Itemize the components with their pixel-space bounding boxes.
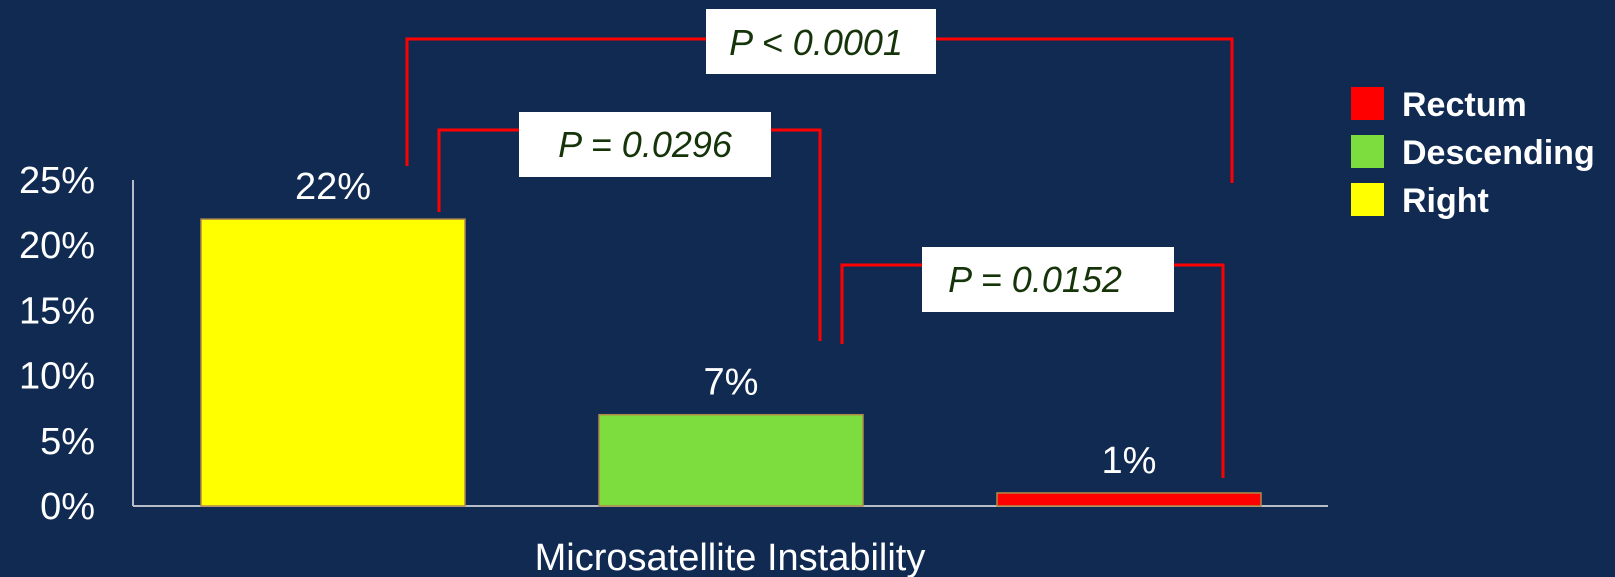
legend-swatch-descending bbox=[1351, 135, 1384, 168]
legend: Rectum Descending Right bbox=[1351, 86, 1595, 220]
data-label-right: 22% bbox=[295, 166, 371, 208]
y-tick-label: 10% bbox=[19, 356, 95, 398]
y-tick-label: 0% bbox=[40, 486, 95, 528]
data-label-rectum: 1% bbox=[1102, 440, 1157, 482]
bar-rectum bbox=[996, 492, 1262, 507]
bar-descending bbox=[598, 413, 864, 507]
bars bbox=[200, 218, 1262, 507]
y-tick-labels: 0% 5% 10% 15% 20% 25% bbox=[19, 160, 95, 528]
y-tick-label: 15% bbox=[19, 290, 95, 332]
x-axis-label: Microsatellite Instability bbox=[535, 537, 926, 577]
p-value-label: P < 0.0001 bbox=[729, 22, 903, 63]
y-tick-label: 25% bbox=[19, 160, 95, 202]
legend-label-descending: Descending bbox=[1402, 134, 1595, 172]
p-value-box bbox=[922, 247, 1174, 312]
legend-label-right: Right bbox=[1402, 182, 1489, 220]
p-value-label: P = 0.0296 bbox=[558, 124, 733, 165]
legend-swatch-right bbox=[1351, 183, 1384, 216]
legend-swatch-rectum bbox=[1351, 87, 1384, 120]
legend-label-rectum: Rectum bbox=[1402, 86, 1527, 124]
data-label-descending: 7% bbox=[704, 362, 759, 404]
y-tick-label: 20% bbox=[19, 225, 95, 267]
significance-brackets: P < 0.0001 P = 0.0296 P = 0.0152 bbox=[405, 9, 1234, 478]
p-value-label: P = 0.0152 bbox=[948, 259, 1122, 300]
p-value-box bbox=[519, 112, 771, 177]
y-tick-label: 5% bbox=[40, 421, 95, 463]
p-value-box bbox=[706, 9, 936, 74]
data-labels: 22% 7% 1% bbox=[295, 166, 1156, 482]
bar-right bbox=[200, 218, 466, 507]
